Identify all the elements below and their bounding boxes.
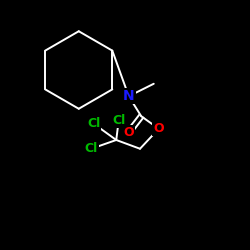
Text: Cl: Cl xyxy=(84,142,98,155)
Text: Cl: Cl xyxy=(112,114,126,126)
Text: Cl: Cl xyxy=(87,117,101,130)
Text: O: O xyxy=(124,126,134,139)
Text: O: O xyxy=(154,122,164,135)
Text: N: N xyxy=(123,89,134,103)
